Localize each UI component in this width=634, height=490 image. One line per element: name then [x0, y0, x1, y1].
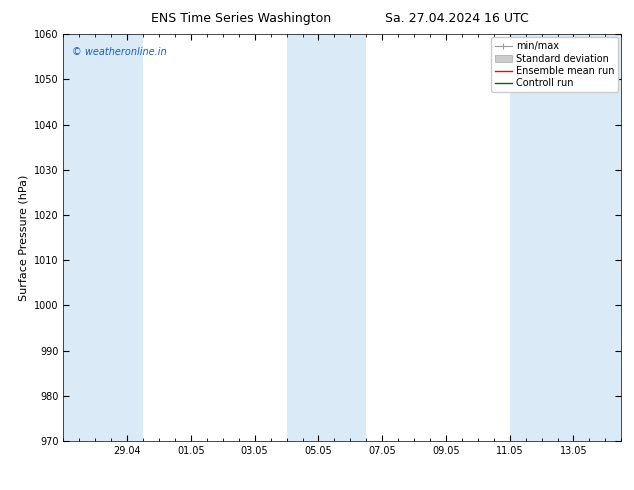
Bar — [133, 34, 143, 441]
Text: © weatheronline.in: © weatheronline.in — [72, 47, 166, 56]
Text: Sa. 27.04.2024 16 UTC: Sa. 27.04.2024 16 UTC — [385, 12, 528, 25]
Bar — [287, 34, 366, 441]
Y-axis label: Surface Pressure (hPa): Surface Pressure (hPa) — [18, 174, 29, 301]
Bar — [574, 34, 621, 441]
Legend: min/max, Standard deviation, Ensemble mean run, Controll run: min/max, Standard deviation, Ensemble me… — [491, 37, 618, 92]
Bar — [63, 34, 133, 441]
Bar — [510, 34, 574, 441]
Text: ENS Time Series Washington: ENS Time Series Washington — [151, 12, 331, 25]
